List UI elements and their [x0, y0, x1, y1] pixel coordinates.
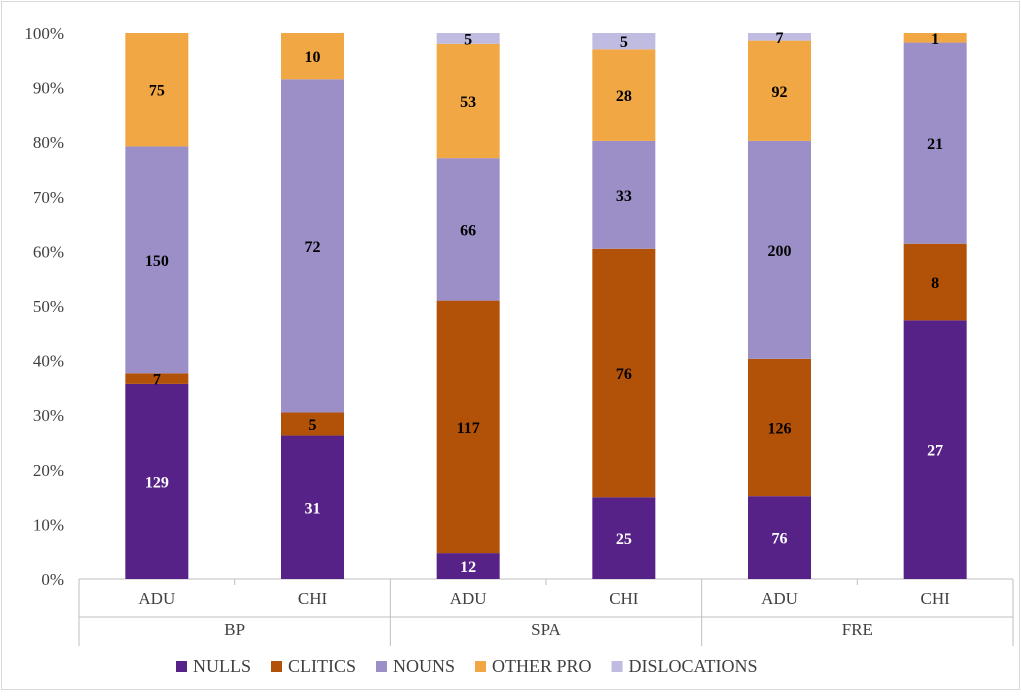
data-label: 200: [768, 243, 792, 260]
bar-segment-nouns: [281, 79, 344, 413]
y-tick-label: 30%: [33, 406, 64, 425]
data-label: 28: [616, 88, 632, 105]
bar-segment-nouns: [436, 158, 500, 301]
data-label: 5: [464, 31, 472, 48]
bar-segment-clitics: [125, 373, 189, 384]
bar-segment-nulls: [592, 497, 656, 579]
data-label: 75: [149, 83, 165, 100]
data-label: 33: [616, 188, 632, 205]
x-group-label: SPA: [531, 620, 561, 639]
data-label: 31: [305, 500, 321, 517]
bar-segment-nulls: [748, 496, 811, 579]
x-category-label: ADU: [450, 589, 487, 608]
data-label: 53: [460, 94, 476, 111]
data-label: 92: [772, 84, 788, 101]
y-tick-label: 0%: [41, 570, 64, 589]
bar-segment-other-pro: [281, 33, 344, 80]
legend-label: OTHER PRO: [492, 656, 592, 676]
x-category-label: ADU: [138, 589, 175, 608]
bars: [125, 33, 967, 579]
bar-segment-nulls: [436, 553, 500, 579]
legend-swatch: [271, 661, 282, 672]
data-label: 7: [776, 30, 784, 47]
legend-label: NOUNS: [393, 656, 455, 676]
x-category-label: CHI: [609, 589, 639, 608]
x-category-label: ADU: [761, 589, 798, 608]
data-label: 72: [305, 239, 321, 256]
y-tick-label: 100%: [24, 24, 64, 43]
bar-segment-clitics: [592, 248, 656, 498]
data-label: 150: [145, 253, 169, 270]
x-group-label: FRE: [842, 620, 873, 639]
bar-segment-clitics: [903, 243, 967, 321]
bar-segment-nulls: [903, 320, 967, 579]
data-label: 129: [145, 474, 169, 491]
legend-label: DISLOCATIONS: [629, 656, 758, 676]
bar-segment-other-pro: [436, 43, 500, 159]
bar-segment-clitics: [436, 300, 500, 554]
legend-swatch: [176, 661, 187, 672]
data-label: 10: [305, 49, 321, 66]
data-label: 27: [927, 443, 943, 460]
data-label: 7: [153, 372, 161, 389]
x-category-label: CHI: [921, 589, 951, 608]
legend: NULLS CLITICS NOUNS OTHER PRO DISLOCATIONS: [176, 656, 758, 676]
data-label: 5: [309, 417, 317, 434]
bar-segment-dislocations: [436, 33, 500, 44]
bar-segment-other-pro: [903, 33, 967, 43]
bar-segment-other-pro: [592, 49, 656, 141]
data-label: 117: [457, 420, 480, 437]
data-labels: 129 7 150 75 31 5 72 10 12 117 66 53 5 25 76 33 28 5 76 126…: [145, 30, 943, 576]
legend-label: CLITICS: [288, 656, 356, 676]
data-label: 12: [460, 559, 476, 576]
legend-swatch: [376, 661, 388, 672]
legend-swatch: [475, 661, 487, 672]
bar-segment-nouns: [903, 42, 967, 244]
data-label: 76: [772, 531, 788, 548]
legend-label: NULLS: [193, 656, 251, 676]
y-tick-label: 70%: [33, 188, 64, 207]
bar-segment-nouns: [748, 140, 811, 359]
y-tick-label: 40%: [33, 352, 64, 371]
y-tick-label: 20%: [33, 461, 64, 480]
bar-segment-nouns: [125, 146, 189, 374]
bar-segment-other-pro: [748, 40, 811, 141]
y-tick-label: 50%: [33, 297, 64, 316]
x-category-label: CHI: [298, 589, 328, 608]
x-group-label: BP: [224, 620, 245, 639]
bar-segment-clitics: [748, 358, 811, 497]
data-label: 25: [616, 531, 632, 548]
data-label: 66: [460, 222, 476, 239]
y-tick-label: 90%: [33, 79, 64, 98]
bar-segment-other-pro: [125, 33, 189, 147]
legend-swatch: [611, 661, 623, 672]
bar-segment-dislocations: [592, 33, 656, 50]
y-tick-label: 80%: [33, 133, 64, 152]
data-label: 5: [620, 34, 628, 51]
data-label: 8: [931, 275, 939, 292]
bar-segment-nouns: [592, 140, 656, 249]
y-tick-label: 10%: [33, 515, 64, 534]
bar-segment-dislocations: [748, 33, 811, 41]
bar-segment-nulls: [125, 383, 189, 579]
bar-segment-clitics: [281, 412, 344, 436]
data-label: 1: [931, 31, 939, 48]
y-tick-label: 60%: [33, 242, 64, 261]
data-label: 126: [768, 421, 792, 438]
data-label: 21: [927, 136, 943, 153]
bar-segment-nulls: [281, 435, 344, 579]
data-label: 76: [616, 366, 632, 383]
